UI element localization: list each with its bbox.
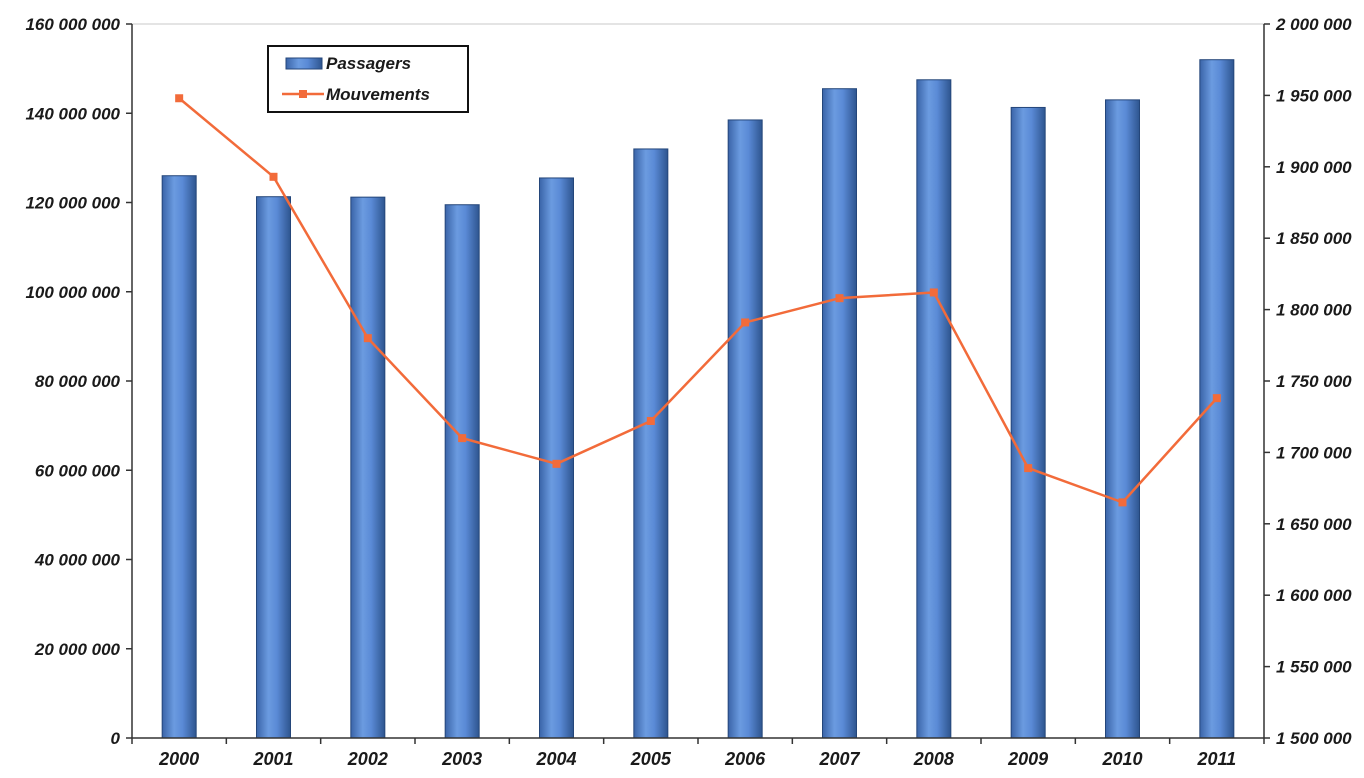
bar-passagers-2000 <box>161 175 197 739</box>
point-mouvements-2004 <box>552 459 561 468</box>
x-tick-label: 2011 <box>1196 749 1236 769</box>
point-mouvements-2000 <box>175 94 184 103</box>
right-tick-label: 1 500 000 <box>1276 729 1352 748</box>
legend-swatch-passagers <box>285 57 323 70</box>
bar-passagers-2008 <box>916 79 952 739</box>
x-tick-label: 2003 <box>441 749 482 769</box>
bar-passagers-2007 <box>822 88 857 739</box>
right-tick-label: 1 900 000 <box>1276 158 1352 177</box>
x-tick-label: 2007 <box>818 749 860 769</box>
legend-label-passagers: Passagers <box>326 54 411 73</box>
right-tick-label: 1 800 000 <box>1276 301 1352 320</box>
point-mouvements-2010 <box>1118 498 1127 507</box>
legend-marker-mouvements <box>299 90 307 98</box>
bar-passagers-2006 <box>727 119 763 739</box>
left-tick-label: 120 000 000 <box>25 194 120 213</box>
point-mouvements-2005 <box>646 416 655 425</box>
x-tick-label: 2000 <box>158 749 199 769</box>
point-mouvements-2007 <box>835 294 844 303</box>
x-tick-label: 2006 <box>724 749 766 769</box>
left-tick-label: 60 000 000 <box>35 461 121 480</box>
left-tick-label: 40 000 000 <box>34 551 121 570</box>
point-mouvements-2003 <box>458 434 467 443</box>
right-tick-label: 1 600 000 <box>1276 586 1352 605</box>
legend-label-mouvements: Mouvements <box>326 85 430 104</box>
bar-passagers-2003 <box>444 204 480 739</box>
point-mouvements-2011 <box>1212 394 1221 403</box>
right-tick-label: 1 950 000 <box>1276 86 1352 105</box>
right-tick-label: 1 650 000 <box>1276 515 1352 534</box>
bar-passagers-2005 <box>633 148 669 739</box>
left-tick-label: 0 <box>111 729 121 748</box>
point-mouvements-2006 <box>741 318 750 327</box>
x-tick-label: 2010 <box>1101 749 1142 769</box>
x-tick-label: 2004 <box>535 749 576 769</box>
bar-passagers-2009 <box>1010 106 1046 739</box>
point-mouvements-2008 <box>929 288 938 297</box>
x-tick-label: 2002 <box>347 749 388 769</box>
bar-passagers-2002 <box>350 196 386 739</box>
left-tick-label: 20 000 000 <box>34 640 121 659</box>
x-tick-label: 2009 <box>1007 749 1048 769</box>
bar-passagers-2010 <box>1105 99 1140 739</box>
left-tick-label: 100 000 000 <box>25 283 120 302</box>
left-tick-label: 160 000 000 <box>25 15 120 34</box>
right-tick-label: 1 750 000 <box>1276 372 1352 391</box>
left-tick-label: 140 000 000 <box>25 104 120 123</box>
point-mouvements-2009 <box>1024 464 1033 473</box>
x-tick-label: 2008 <box>913 749 954 769</box>
right-tick-label: 1 700 000 <box>1276 443 1352 462</box>
legend-box <box>267 45 469 113</box>
left-tick-label: 80 000 000 <box>35 372 121 391</box>
point-mouvements-2002 <box>363 334 372 343</box>
right-tick-label: 1 550 000 <box>1276 658 1352 677</box>
point-mouvements-2001 <box>269 172 278 181</box>
x-tick-label: 2005 <box>630 749 672 769</box>
bar-passagers-2001 <box>256 196 291 739</box>
line-mouvements <box>178 97 1218 504</box>
right-tick-label: 2 000 000 <box>1275 15 1352 34</box>
right-tick-label: 1 850 000 <box>1276 229 1352 248</box>
x-tick-label: 2001 <box>252 749 293 769</box>
